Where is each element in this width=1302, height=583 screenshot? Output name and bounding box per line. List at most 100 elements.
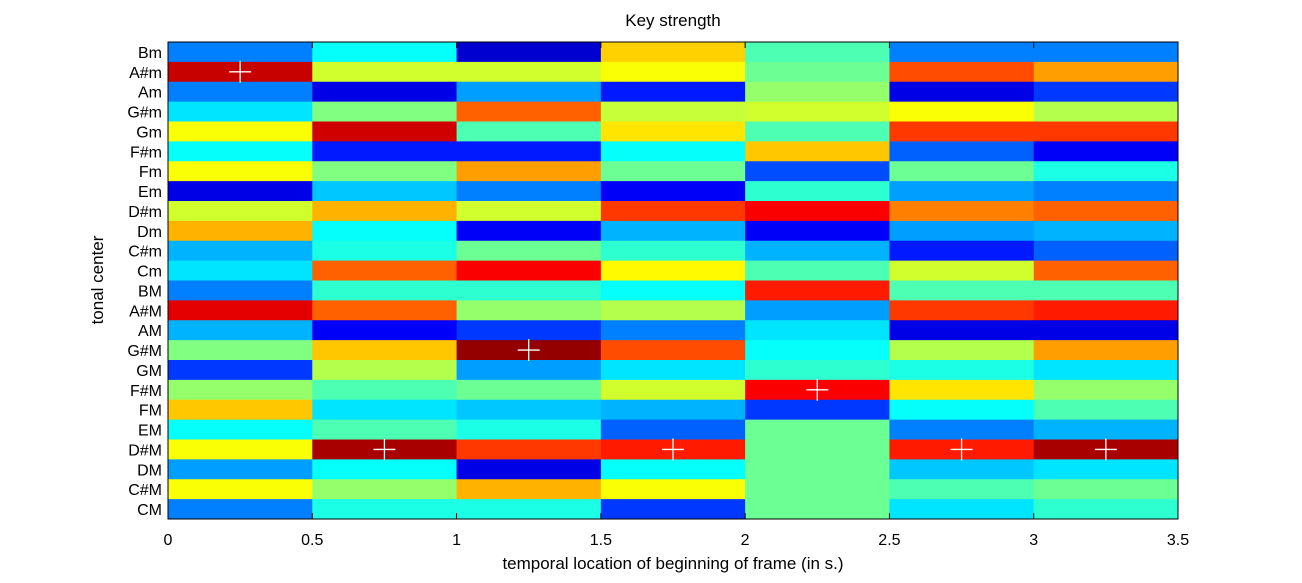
heatmap-cell-CM-1.5	[600, 499, 746, 520]
heatmap-cell-FM-0.5	[312, 399, 458, 421]
heatmap-cell-CM-2.5	[889, 499, 1035, 520]
heatmap-cell-Bm-2.5	[889, 42, 1035, 63]
heatmap-cell-EM-0.5	[312, 419, 458, 441]
heatmap-cell-Bm-1	[456, 42, 602, 63]
heatmap-cell-DM-0	[168, 459, 313, 480]
x-tick-label: 3	[1029, 532, 1038, 549]
y-tick-label: G#M	[127, 343, 162, 360]
chart-title: Key strength	[625, 11, 720, 30]
heatmap-cell-C#m-1	[456, 240, 602, 262]
heatmap-cell-F#m-1	[456, 141, 602, 162]
heatmap-cell-Cm-1	[456, 260, 602, 282]
x-tick-label: 2.5	[878, 532, 900, 549]
heatmap-cell-Dm-3	[1033, 220, 1179, 242]
heatmap-cell-C#m-0	[168, 240, 313, 262]
heatmap-cell-EM-1	[456, 419, 602, 441]
y-tick-label: D#M	[128, 442, 162, 459]
heatmap-cell-Am-1	[456, 81, 602, 103]
heatmap-cell-GM-2.5	[889, 360, 1035, 381]
heatmap-cell-Fm-2.5	[889, 161, 1035, 182]
y-tick-label: Cm	[137, 264, 162, 281]
max-marker-D#M-2.5	[950, 438, 973, 461]
y-tick-label: Bm	[138, 45, 162, 62]
heatmap-cell-Am-2	[745, 81, 890, 103]
y-tick-label: G#m	[127, 105, 162, 122]
heatmap-cell-A#M-2	[745, 300, 890, 321]
heatmap-cell-F#m-0.5	[312, 141, 458, 162]
heatmap-cell-Fm-0	[168, 161, 313, 182]
heatmap-cell-Fm-2	[745, 161, 890, 182]
heatmap-cell-D#m-1	[456, 201, 602, 222]
heatmap-cell-DM-2.5	[889, 459, 1035, 480]
heatmap-cell-D#M-1	[456, 439, 602, 460]
x-tick-label: 0.5	[301, 532, 323, 549]
plot-frame	[167, 41, 1179, 520]
heatmap-cell-G#M-3	[1033, 340, 1179, 361]
heatmap-cell-Bm-0	[168, 42, 313, 63]
heatmap-cell-A#M-0	[168, 300, 313, 321]
heatmap-cell-F#m-0	[168, 141, 313, 162]
heatmap-cell-D#m-3	[1033, 201, 1179, 222]
max-marker-D#M-0.5	[373, 438, 396, 461]
heatmap-cell-A#m-0.5	[312, 61, 458, 83]
y-tick-label: DM	[137, 462, 162, 479]
heatmap-cell-EM-2	[745, 419, 890, 441]
y-tick-label: Am	[138, 85, 162, 102]
heatmap-cell-F#m-2	[745, 141, 890, 162]
heatmap-cell-BM-0	[168, 280, 313, 301]
y-tick-label: A#M	[129, 303, 162, 320]
heatmap-cell-F#m-2.5	[889, 141, 1035, 162]
heatmap-cell-D#m-2.5	[889, 201, 1035, 222]
heatmap-cell-FM-3	[1033, 399, 1179, 421]
y-tick-label: Dm	[137, 224, 162, 241]
heatmap-cell-Dm-0	[168, 220, 313, 242]
heatmap-cell-Em-1.5	[600, 181, 746, 202]
heatmap-cell-DM-1	[456, 459, 602, 480]
heatmap-cell-D#M-2	[745, 439, 890, 460]
heatmap-cell-EM-1.5	[600, 419, 746, 441]
heatmap-cell-DM-3	[1033, 459, 1179, 480]
heatmap-cell-FM-2	[745, 399, 890, 421]
heatmap-cell-Em-2	[745, 181, 890, 202]
heatmap-cell-G#m-1.5	[600, 101, 746, 123]
heatmap-cell-G#M-1.5	[600, 340, 746, 361]
heatmap-cell-G#M-0.5	[312, 340, 458, 361]
x-tick-label: 1.5	[590, 532, 612, 549]
heatmap-cell-A#m-3	[1033, 61, 1179, 83]
heatmap-cell-AM-1.5	[600, 320, 746, 341]
x-tick-label: 2	[741, 532, 750, 549]
max-marker-A#m-0	[229, 60, 252, 83]
heatmap-cell-AM-0.5	[312, 320, 458, 341]
heatmap-cell-FM-0	[168, 399, 313, 421]
heatmap-cell-Gm-2	[745, 121, 890, 142]
heatmap-cell-F#m-3	[1033, 141, 1179, 162]
heatmap-cell-EM-0	[168, 419, 313, 441]
y-tick-label: GM	[136, 363, 162, 380]
heatmap-cell-BM-1.5	[600, 280, 746, 301]
heatmap-cell-C#M-3	[1033, 479, 1179, 500]
max-marker-G#M-1	[517, 339, 540, 362]
heatmap-cell-G#m-2	[745, 101, 890, 123]
heatmap-cell-GM-0	[168, 360, 313, 381]
y-tick-label: C#m	[128, 244, 162, 261]
heatmap-cell-C#m-0.5	[312, 240, 458, 262]
heatmap-cell-AM-2.5	[889, 320, 1035, 341]
heatmap-cell-CM-1	[456, 499, 602, 520]
heatmap-cell-Cm-2	[745, 260, 890, 282]
x-ticks: 0 0.5 1 1.5 2 2.5 3 3.5	[164, 42, 1189, 549]
heatmap-cell-C#M-1.5	[600, 479, 746, 500]
heatmap-cell-Em-0	[168, 181, 313, 202]
heatmap-cell-AM-3	[1033, 320, 1179, 341]
y-axis-label: tonal center	[88, 235, 107, 324]
y-tick-label: C#M	[128, 482, 162, 499]
heatmap-cell-G#m-1	[456, 101, 602, 123]
max-marker-F#M-2	[806, 378, 829, 401]
heatmap-cell-FM-1	[456, 399, 602, 421]
heatmap-cell-D#m-0.5	[312, 201, 458, 222]
heatmap-cell-G#M-2	[745, 340, 890, 361]
y-tick-label: D#m	[128, 204, 162, 221]
heatmap-cell-Dm-1	[456, 220, 602, 242]
heatmap-cell-C#M-0.5	[312, 479, 458, 500]
heatmap-cell-G#m-0.5	[312, 101, 458, 123]
heatmap-cell-D#M-0	[168, 439, 313, 460]
